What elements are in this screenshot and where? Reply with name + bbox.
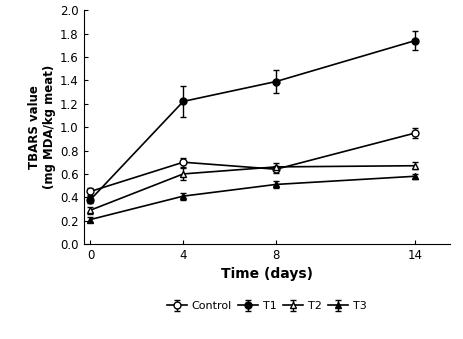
Legend: Control, T1, T2, T3: Control, T1, T2, T3 — [167, 301, 366, 311]
X-axis label: Time (days): Time (days) — [220, 267, 312, 281]
Y-axis label: TBARS value
(mg MDA/kg meat): TBARS value (mg MDA/kg meat) — [28, 65, 56, 189]
